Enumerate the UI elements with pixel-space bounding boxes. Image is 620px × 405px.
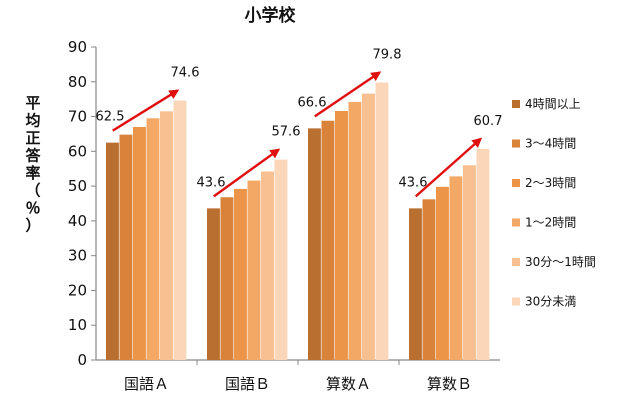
y-tick-label: 10 (68, 316, 87, 334)
bar (375, 82, 389, 361)
y-axis-label-char: 均 (25, 112, 40, 130)
bar (106, 142, 119, 360)
y-axis-label-char: 率 (25, 164, 40, 182)
bar (133, 126, 146, 360)
bar (119, 134, 133, 360)
legend-swatch (512, 218, 520, 227)
y-tick-label: 80 (68, 73, 87, 91)
bar (335, 110, 348, 360)
y-tick-label: 60 (68, 142, 87, 160)
x-tick-label: 国語Ｂ (225, 375, 270, 393)
bar (274, 159, 288, 360)
y-tick-label: 90 (68, 38, 87, 56)
y-tick-label: 30 (68, 247, 87, 265)
y-tick-label: 70 (68, 108, 87, 126)
bar (160, 111, 173, 360)
data-label: 57.6 (272, 125, 301, 140)
bar (476, 148, 490, 360)
x-tick-label: 国語Ａ (124, 375, 169, 393)
legend-swatch (512, 297, 520, 306)
legend-swatch (512, 258, 520, 266)
bar (409, 208, 422, 360)
data-label: 74.6 (171, 66, 200, 81)
y-axis-label-char: ） (25, 217, 40, 235)
bar (234, 188, 247, 360)
x-tick-label: 算数Ａ (326, 375, 371, 393)
y-axis-label-char: 正 (25, 129, 40, 147)
x-tick-label: 算数Ｂ (427, 375, 472, 393)
chart-title: 小学校 (245, 5, 297, 26)
legend-label: 3～4時間 (525, 137, 576, 151)
bar (247, 180, 261, 360)
y-tick-label: 0 (77, 351, 87, 369)
bar (207, 208, 220, 360)
bar (348, 101, 362, 361)
data-label: 79.8 (373, 47, 402, 62)
trend-arrow (314, 71, 382, 118)
y-tick-label: 20 (68, 281, 87, 299)
bar (449, 176, 463, 360)
data-label: 60.7 (474, 114, 503, 129)
bar (261, 171, 274, 360)
trend-arrow (213, 148, 281, 198)
y-tick-label: 40 (68, 212, 87, 230)
bar (308, 128, 321, 360)
legend-label: 2～3時間 (525, 176, 576, 190)
bar (463, 165, 476, 360)
y-axis-label-char: 平 (25, 94, 40, 112)
y-axis-label-char: 答 (25, 147, 41, 165)
legend: 4時間以上 3～4時間 2～3時間 1～2時間 30分～1時間 30分未満 (512, 97, 596, 309)
y-axis-label-char: （ (25, 182, 40, 200)
legend-swatch (512, 100, 520, 108)
trend-arrow (414, 137, 483, 198)
legend-swatch (512, 139, 520, 148)
legend-label: 30分未満 (525, 295, 576, 309)
bar (146, 118, 160, 361)
y-tick-label: 50 (68, 177, 87, 195)
bar (362, 93, 375, 360)
data-label: 62.5 (96, 110, 125, 125)
bar (436, 186, 449, 360)
bar (173, 100, 187, 361)
legend-swatch (512, 179, 520, 187)
legend-label: 1～2時間 (525, 216, 576, 230)
data-label: 66.6 (298, 95, 327, 110)
bar (220, 197, 234, 360)
data-label: 43.6 (197, 175, 226, 190)
legend-label: 4時間以上 (525, 97, 581, 111)
trend-arrow (112, 89, 180, 132)
plot-area: 0 10 20 30 40 50 60 70 80 90 国語Ａ 国語Ｂ 算数Ａ 算数Ｂ 62.5 74.6 4… (68, 38, 503, 393)
bar (422, 199, 436, 360)
data-label: 43.6 (399, 175, 428, 190)
bar (321, 120, 335, 361)
y-axis-label-char: ％ (25, 199, 40, 217)
legend-label: 30分～1時間 (525, 255, 596, 269)
